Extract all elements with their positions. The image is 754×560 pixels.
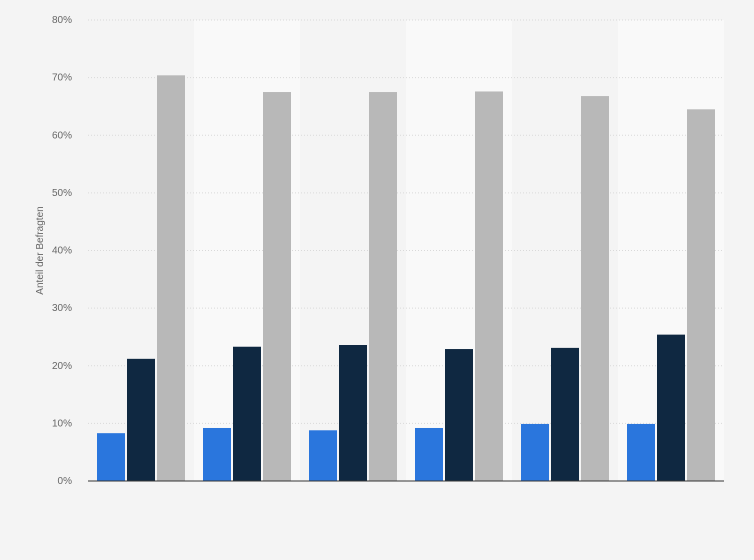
bar-s1-c2[interactable] — [339, 345, 367, 481]
bar-s0-c5[interactable] — [627, 423, 655, 481]
bar-s0-c2[interactable] — [309, 430, 337, 481]
bars — [97, 75, 715, 481]
y-tick-label: 50% — [52, 188, 72, 199]
bar-s1-c3[interactable] — [445, 349, 473, 481]
y-tick-label: 70% — [52, 73, 72, 84]
y-axis-title: Anteil der Befragten — [35, 206, 46, 294]
bar-s0-c0[interactable] — [97, 433, 125, 481]
bar-s2-c5[interactable] — [687, 109, 715, 481]
gridlines — [88, 19, 724, 424]
bar-s1-c0[interactable] — [127, 358, 155, 481]
bar-s2-c0[interactable] — [157, 75, 185, 481]
y-tick-label: 20% — [52, 361, 72, 372]
bar-s2-c2[interactable] — [369, 92, 397, 481]
y-tick-label: 10% — [52, 418, 72, 429]
bar-s1-c5[interactable] — [657, 334, 685, 481]
y-tick-label: 0% — [58, 476, 73, 487]
y-tick-label: 60% — [52, 130, 72, 141]
bar-s0-c3[interactable] — [415, 427, 443, 481]
bar-s0-c1[interactable] — [203, 427, 231, 481]
y-tick-label: 30% — [52, 303, 72, 314]
y-axis-ticks: 0% 10% 20% 30% 40% 50% 60% 70% 80% — [52, 15, 72, 487]
bar-s2-c3[interactable] — [475, 91, 503, 481]
bar-s2-c4[interactable] — [581, 96, 609, 481]
bar-s0-c4[interactable] — [521, 423, 549, 481]
bar-s2-c1[interactable] — [263, 92, 291, 481]
y-tick-label: 80% — [52, 15, 72, 26]
bar-s1-c1[interactable] — [233, 346, 261, 481]
y-tick-label: 40% — [52, 246, 72, 257]
bar-s1-c4[interactable] — [551, 347, 579, 481]
